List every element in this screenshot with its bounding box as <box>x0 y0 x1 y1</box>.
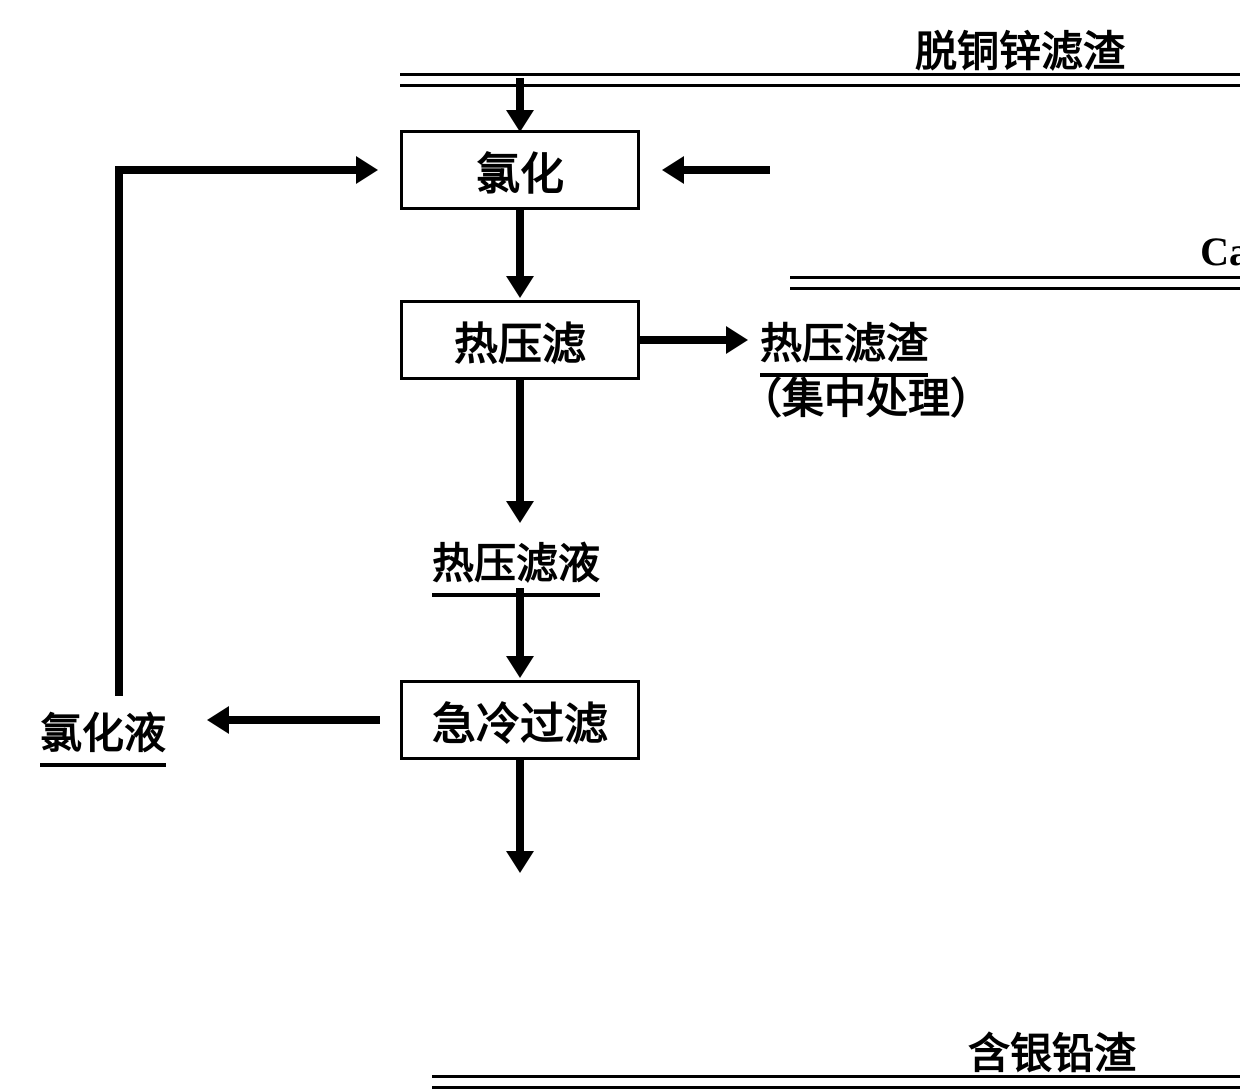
output-bottom-label: 含银铅渣 <box>432 1020 1240 1089</box>
box-chlorination-label: 氯化 <box>476 138 564 202</box>
arrow-feedback-to-box1 <box>115 166 360 174</box>
arrow-box3-to-chloride-liquid <box>225 716 380 724</box>
feedback-vertical-line <box>115 166 123 696</box>
arrow-reagents-to-box1 <box>680 166 770 174</box>
arrow-input-to-box1 <box>516 78 524 114</box>
chloride-liquid-label: 氯化液 <box>40 700 166 767</box>
hot-press-residue-note: （集中处理） <box>740 365 992 426</box>
reagents-label: CaCl2、NaCl、Na2ClO3 <box>790 219 1240 290</box>
arrow-box3-to-output <box>516 760 524 855</box>
flowchart-root: 脱铜锌滤渣 氯化 CaCl2、NaCl、Na2ClO3 热压滤 热压滤渣 （集中… <box>0 0 1240 968</box>
box-hot-press-filter: 热压滤 <box>400 300 640 380</box>
hot-press-filtrate-label: 热压滤液 <box>432 530 600 597</box>
box-quench-filter-label: 急冷过滤 <box>432 688 608 752</box>
input-top-label: 脱铜锌滤渣 <box>400 18 1240 87</box>
box-hot-press-filter-label: 热压滤 <box>454 308 586 372</box>
box-chlorination: 氯化 <box>400 130 640 210</box>
arrow-midlabel-to-box3 <box>516 588 524 660</box>
arrow-box2-to-midlabel <box>516 380 524 505</box>
box-quench-filter: 急冷过滤 <box>400 680 640 760</box>
arrow-box2-to-residue <box>640 336 730 344</box>
arrow-box1-to-box2 <box>516 210 524 280</box>
